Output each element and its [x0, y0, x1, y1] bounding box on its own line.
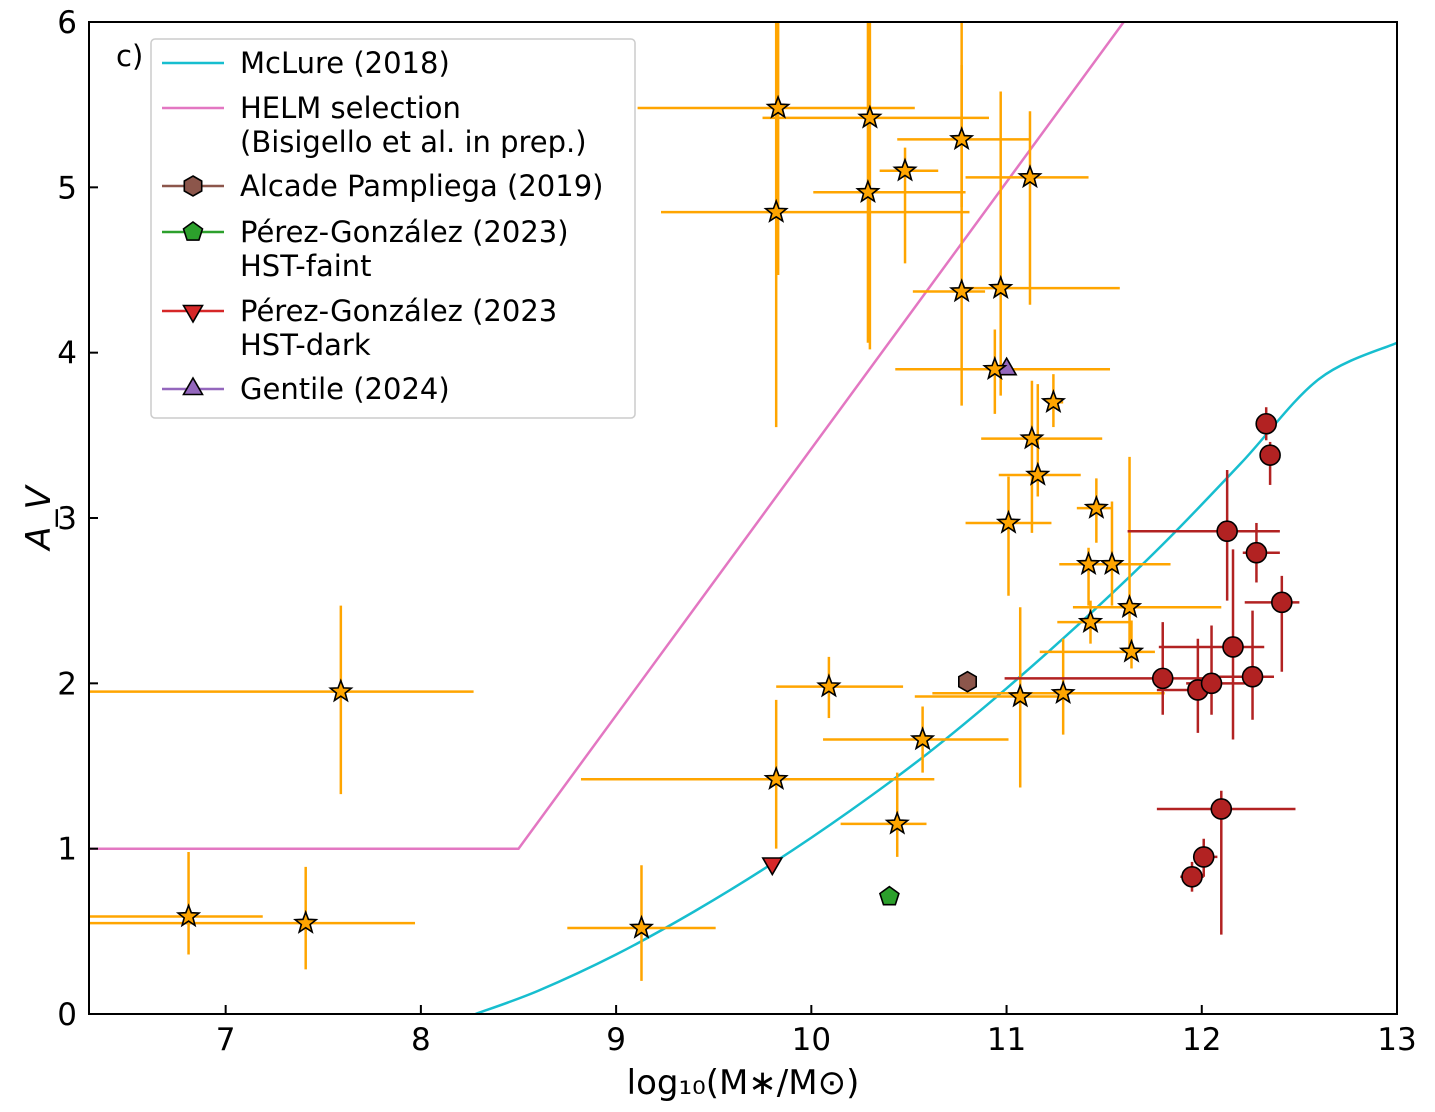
legend-label-4: Pérez-González (2023	[240, 294, 557, 328]
x-tick-label: 9	[606, 1022, 626, 1058]
circle-point-4	[1200, 672, 1223, 695]
star-point-7	[816, 673, 842, 698]
star-point-20	[1019, 425, 1045, 450]
circle-point-0	[1151, 667, 1174, 690]
star-point-18	[1007, 683, 1033, 708]
markers	[175, 94, 1293, 939]
star-point-19	[1017, 164, 1043, 189]
star-point-5	[763, 198, 789, 223]
point-pentagon	[878, 885, 900, 906]
star-point-22	[1040, 389, 1067, 414]
legend-marker-5	[182, 376, 204, 396]
y-tick-label: 0	[57, 997, 77, 1033]
x-tick-label: 13	[1377, 1022, 1416, 1058]
y-tick-label: 6	[57, 5, 77, 41]
star-point-16	[988, 274, 1014, 299]
star-point-17	[995, 509, 1022, 534]
legend-label2-4: HST-dark	[240, 328, 371, 362]
star-point-24	[1075, 551, 1102, 576]
circle-point-8	[1241, 665, 1264, 688]
legend-label-0: McLure (2018)	[240, 46, 450, 80]
helm-selection-line	[89, 22, 1125, 850]
circle-point-7	[1222, 636, 1244, 658]
star-point-11	[892, 157, 918, 182]
star-point-10	[884, 810, 910, 835]
star-point-28	[1116, 594, 1143, 619]
legend: McLure (2018) HELM selection(Bisigello et…	[150, 38, 636, 419]
circle-point-11	[1259, 444, 1281, 466]
circle-point-9	[1245, 541, 1268, 564]
star-point-13	[949, 126, 975, 151]
x-tick-label: 10	[792, 1022, 831, 1058]
star-point-6	[765, 94, 791, 119]
star-point-4	[763, 765, 789, 790]
star-point-23	[1050, 680, 1076, 705]
legend-label-2: Alcade Pampliega (2019)	[240, 169, 603, 203]
star-point-14	[948, 278, 975, 303]
legend-marker-3	[182, 221, 204, 241]
circle-point-5	[1210, 798, 1233, 820]
circle-point-12	[1271, 591, 1293, 614]
circle-point-6	[1216, 520, 1238, 543]
circle-point-3	[1192, 846, 1215, 868]
mclure-curve	[475, 341, 1397, 1014]
circle-point-10	[1255, 412, 1277, 435]
star-point-25	[1077, 608, 1104, 633]
star-point-2	[328, 678, 354, 703]
panel-label: c)	[116, 39, 143, 73]
star-point-8	[855, 179, 881, 204]
star-point-3	[628, 914, 655, 939]
x-tick-label: 12	[1182, 1022, 1221, 1058]
x-tick-label: 11	[987, 1022, 1026, 1058]
point-triangle-down	[761, 857, 784, 877]
legend-label-3: Pérez-González (2023)	[240, 215, 569, 249]
legend-marker-4	[182, 304, 204, 324]
star-point-15	[982, 355, 1008, 380]
star-point-12	[909, 726, 936, 751]
star-point-21	[1025, 461, 1051, 486]
y-tick-label: 3	[57, 501, 77, 537]
legend-label2-3: HST-faint	[240, 249, 372, 283]
legend-label-1: HELM selection	[240, 91, 461, 125]
y-tick-label: 5	[57, 170, 77, 206]
star-point-26	[1083, 494, 1109, 519]
y-tick-label: 2	[57, 666, 77, 702]
y-axis-label: A_V	[19, 484, 59, 552]
star-point-0	[175, 903, 202, 928]
star-point-1	[293, 909, 319, 934]
legend-label-5: Gentile (2024)	[240, 372, 450, 406]
legend-marker-2	[183, 175, 203, 197]
y-tick-label: 1	[57, 832, 77, 868]
y-tick-label: 4	[57, 336, 77, 372]
star-point-29	[1118, 638, 1145, 663]
x-tick-label: 8	[411, 1022, 431, 1058]
star-point-27	[1099, 550, 1125, 576]
circle-point-1	[1181, 865, 1203, 888]
star-point-9	[857, 104, 883, 129]
curves	[89, 22, 1397, 1014]
x-axis-label: log₁₀(M∗/M⊙)	[627, 1063, 860, 1103]
point-hexagon	[958, 670, 977, 693]
x-tick-label: 7	[216, 1022, 236, 1058]
legend-box	[150, 38, 636, 419]
legend-label2-1: (Bisigello et al. in prep.)	[240, 125, 587, 159]
